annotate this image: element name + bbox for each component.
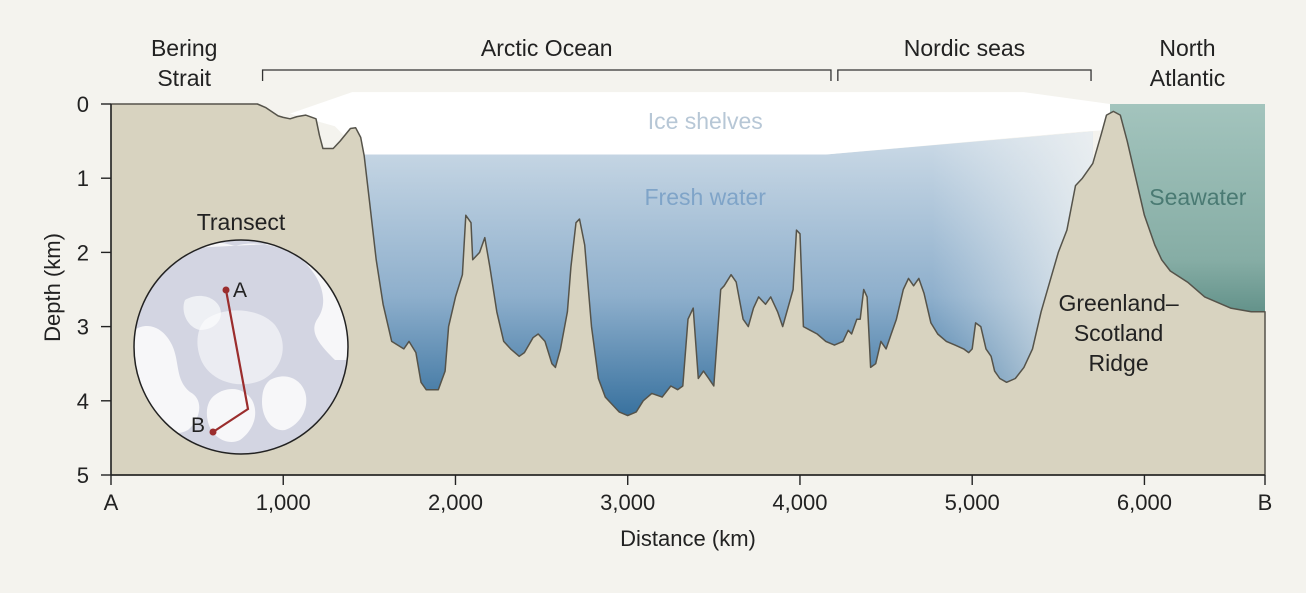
transect-point-a [222, 286, 230, 294]
x-tick-label: A [104, 490, 119, 515]
point-b-label: B [191, 414, 205, 437]
region-label: Nordic seas [904, 35, 1025, 61]
transect-inset-map: Transect A B [133, 209, 349, 455]
transect-path-line [212, 289, 250, 433]
x-tick-label: 4,000 [772, 490, 827, 515]
y-tick-label: 1 [77, 166, 89, 191]
region-label: Bering Strait [151, 35, 217, 91]
region-labels: Bering Strait Arctic Ocean Nordic seas North… [151, 35, 1225, 91]
ridge-label-line: Scotland [1074, 320, 1164, 346]
globe-outline [133, 239, 349, 455]
x-tick-label: 1,000 [256, 490, 311, 515]
x-axis-title: Distance (km) [620, 526, 756, 551]
y-tick-label: 5 [77, 463, 89, 488]
region-label: Arctic Ocean [481, 35, 613, 61]
greenland-scotland-ridge-label: Greenland– Scotland Ridge [1058, 290, 1178, 376]
ridge-label-line: Greenland– [1058, 290, 1178, 316]
y-tick-label: 3 [77, 315, 89, 340]
region-bracket [261, 69, 832, 81]
x-tick-label: B [1258, 490, 1273, 515]
region-label: North Atlantic [1150, 35, 1225, 91]
landmass-scandinavia [262, 376, 307, 431]
y-tick-label: 0 [77, 92, 89, 117]
y-axis-title: Depth (km) [40, 233, 65, 342]
y-tick-label: 2 [77, 240, 89, 265]
ridge-label-line: Ridge [1089, 350, 1149, 376]
transect-point-b [209, 428, 217, 436]
landmass-sea-ice [197, 310, 283, 385]
ice-shelves-label: Ice shelves [648, 108, 763, 134]
x-tick-label: 5,000 [945, 490, 1000, 515]
ice-shelf-region [290, 92, 1110, 155]
region-bracket [837, 69, 1092, 81]
x-tick-label: 3,000 [600, 490, 655, 515]
x-tick-label: 6,000 [1117, 490, 1172, 515]
seawater-label: Seawater [1149, 184, 1247, 210]
point-a-label: A [233, 279, 247, 302]
fresh-water-label: Fresh water [645, 184, 767, 210]
inset-title: Transect [197, 209, 286, 235]
seabed-profile [110, 103, 1266, 476]
x-tick-label: 2,000 [428, 490, 483, 515]
y-tick-label: 4 [77, 389, 89, 414]
